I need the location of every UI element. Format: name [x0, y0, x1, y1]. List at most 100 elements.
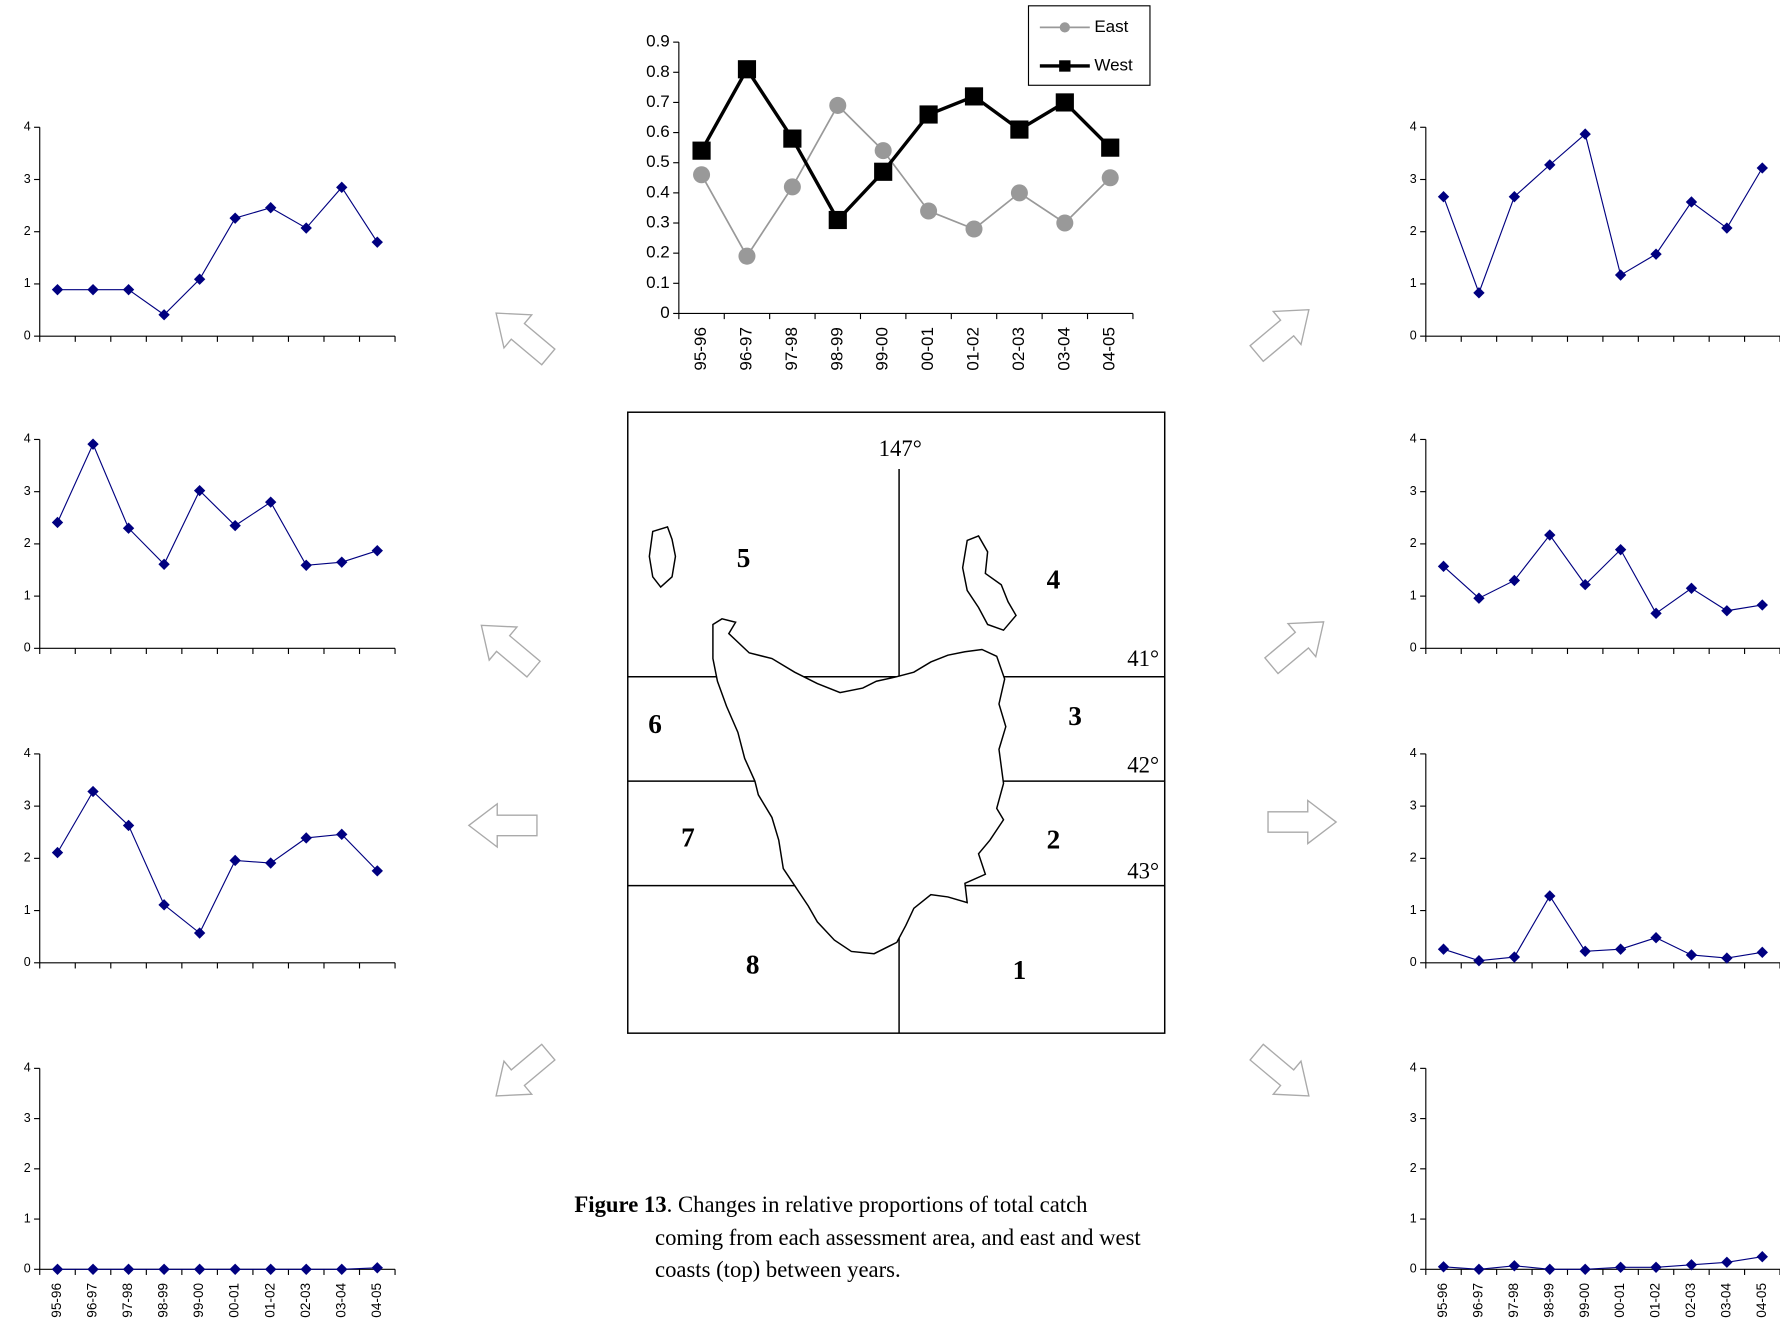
- caption-line: Figure 13. Changes in relative proportio…: [574, 1192, 1088, 1217]
- parallel-label: 41°: [1127, 646, 1159, 671]
- y-tick-label: 0: [660, 303, 669, 322]
- y-tick-label: 2: [24, 536, 31, 550]
- x-tick-label: 03-04: [1718, 1282, 1733, 1317]
- arrow: [1263, 621, 1325, 675]
- y-tick-label: 3: [24, 484, 31, 498]
- y-tick-label: 0: [1410, 1262, 1417, 1276]
- tasmania-coast: [712, 618, 1007, 955]
- x-tick-label: 01-02: [262, 1283, 277, 1318]
- point: [1508, 951, 1521, 963]
- area-label: 4: [1047, 565, 1061, 595]
- x-tick-label: 03-04: [1054, 327, 1073, 371]
- y-tick-label: 1: [1410, 1211, 1417, 1225]
- point: [229, 519, 241, 532]
- y-tick-label: 0.2: [646, 243, 670, 262]
- point: [1437, 191, 1450, 203]
- point: [919, 105, 938, 124]
- point: [193, 484, 206, 497]
- x-tick-label: 98-99: [156, 1283, 171, 1318]
- y-tick-label: 3: [1410, 1111, 1417, 1125]
- series-line: [1443, 534, 1763, 615]
- map-frame: [627, 411, 1166, 1034]
- point: [1721, 605, 1733, 617]
- x-tick-label: 00-01: [918, 327, 937, 371]
- y-tick-label: 4: [1410, 1061, 1417, 1075]
- point: [158, 1263, 170, 1275]
- legend-marker: [1059, 22, 1070, 33]
- point: [371, 236, 383, 248]
- y-tick-label: 0.7: [646, 92, 670, 111]
- point: [1685, 949, 1698, 961]
- arrow: [480, 624, 542, 678]
- y-tick-label: 0.5: [646, 152, 670, 171]
- point: [964, 87, 984, 106]
- y-tick-label: 2: [1410, 224, 1417, 238]
- y-tick-label: 0: [24, 328, 31, 342]
- y-tick-label: 2: [24, 224, 31, 238]
- x-tick-label: 02-03: [298, 1283, 313, 1318]
- x-tick-label: 95-96: [1435, 1283, 1450, 1318]
- caption-label: Figure 13: [574, 1192, 666, 1217]
- y-tick-label: 1: [24, 276, 31, 290]
- x-tick-label: 03-04: [333, 1282, 348, 1317]
- point: [1650, 607, 1662, 620]
- point: [1010, 184, 1028, 202]
- x-tick-label: 97-98: [120, 1283, 135, 1318]
- point: [783, 129, 802, 148]
- point: [1544, 529, 1556, 541]
- point: [336, 828, 348, 841]
- point: [336, 1263, 348, 1275]
- map: [627, 411, 1166, 1034]
- series-line: [700, 65, 1112, 223]
- point: [1721, 1256, 1733, 1268]
- y-tick-label: 3: [24, 1111, 31, 1125]
- series-line: [1442, 133, 1763, 295]
- point: [1579, 578, 1591, 591]
- point: [1685, 582, 1698, 594]
- point: [965, 220, 983, 238]
- y-tick-label: 2: [24, 1161, 31, 1175]
- y-tick-label: 1: [24, 588, 31, 602]
- x-tick-label: 97-98: [1506, 1283, 1521, 1318]
- point: [229, 212, 241, 224]
- series-line: [57, 186, 378, 316]
- point: [1055, 93, 1074, 112]
- point: [158, 899, 170, 911]
- point: [1010, 120, 1029, 139]
- parallel-label: 42°: [1127, 753, 1159, 778]
- point: [51, 1263, 64, 1275]
- point: [336, 556, 348, 568]
- caption-line: coming from each assessment area, and ea…: [655, 1225, 1141, 1250]
- y-tick-label: 0: [24, 641, 31, 655]
- y-tick-label: 0: [1410, 328, 1417, 342]
- point: [737, 60, 757, 79]
- x-tick-label: 04-05: [1100, 327, 1119, 371]
- arrow: [467, 802, 538, 849]
- point: [122, 1263, 135, 1275]
- caption-text: . Changes in relative proportions of tot…: [667, 1192, 1089, 1217]
- point: [1614, 1261, 1627, 1273]
- point: [122, 819, 135, 832]
- point: [1650, 1261, 1662, 1273]
- point: [87, 284, 99, 296]
- point: [693, 166, 711, 184]
- y-tick-label: 0.3: [646, 213, 670, 232]
- y-tick-label: 0.1: [646, 273, 670, 292]
- y-tick-label: 4: [1410, 432, 1417, 446]
- y-tick-label: 4: [1410, 120, 1417, 134]
- point: [1437, 1261, 1450, 1273]
- series-line: [57, 790, 378, 934]
- area-label: 3: [1068, 701, 1082, 731]
- y-tick-label: 1: [1410, 588, 1417, 602]
- y-tick-label: 3: [24, 798, 31, 812]
- point: [158, 558, 170, 570]
- area-label: 8: [746, 950, 760, 980]
- y-tick-label: 0.4: [646, 182, 670, 201]
- area-label: 6: [648, 709, 662, 739]
- point: [265, 496, 277, 508]
- point: [1650, 932, 1662, 944]
- y-tick-label: 0: [1410, 641, 1417, 655]
- x-tick-label: 02-03: [1683, 1283, 1698, 1318]
- point: [1473, 592, 1485, 604]
